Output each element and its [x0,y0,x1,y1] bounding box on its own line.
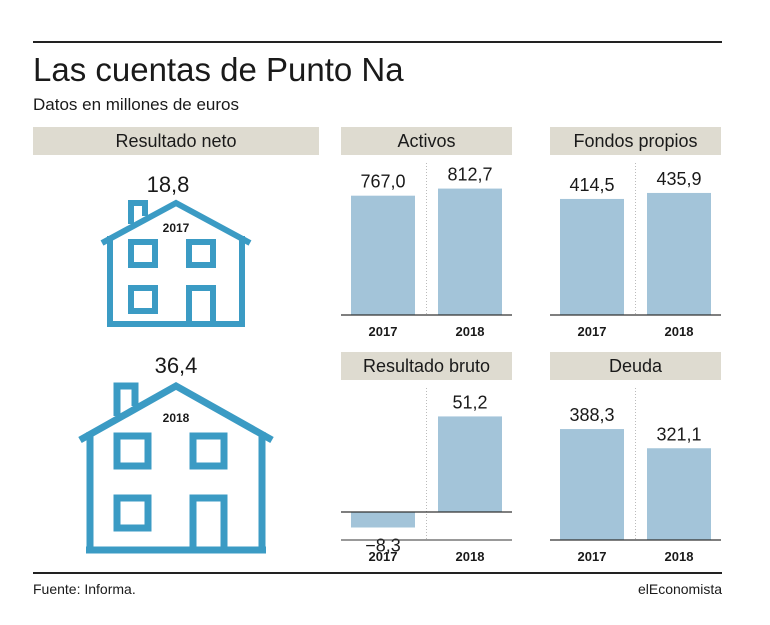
bar-2018 [438,188,502,315]
value-label-2018: 812,7 [447,165,492,185]
value-label-2018: 321,1 [656,424,701,444]
resultado-bruto-header: Resultado bruto [341,352,512,380]
fondos-propios-chart: 414,5 2017 435,9 2018 [550,163,721,339]
bar-2017 [351,512,415,528]
brand-name: elEconomista [637,581,722,597]
bar-2017 [560,429,624,540]
value-label-2017: 414,5 [569,175,614,195]
bar-2017 [560,198,624,315]
tick-label-2017: 2017 [369,324,398,339]
tick-label-2018: 2018 [456,549,485,564]
page-title: Las cuentas de Punto Na [33,51,404,88]
value-label-2017: 388,3 [569,405,614,425]
deuda-header: Deuda [550,352,721,380]
tick-label-2018: 2018 [665,549,694,564]
tick-label-2017: 2017 [578,324,607,339]
tick-label-2018: 2018 [665,324,694,339]
activos-header: Activos [341,127,512,155]
bottom-rule [33,572,722,574]
tick-label-2017: 2017 [578,549,607,564]
bar-2018 [647,192,711,315]
house-2017-year: 2017 [162,221,190,235]
top-rule [33,41,722,43]
deuda-chart: 388,3 2017 321,1 2018 [550,388,721,564]
source-note: Fuente: Informa. [33,581,136,597]
bar-2017 [351,195,415,315]
fondos-propios-header: Fondos propios [550,127,721,155]
house-2018-value: 36,4 [154,353,198,378]
page-subtitle: Datos en millones de euros [33,95,240,114]
house-2017-value: 18,8 [146,172,190,197]
house-2017-icon [100,199,252,327]
bar-2018 [438,416,502,512]
tick-label-2017: 2017 [369,549,398,564]
tick-label-2018: 2018 [456,324,485,339]
value-label-2018: 51,2 [452,392,487,412]
house-2018-icon [78,381,274,554]
house-2018-year: 2018 [162,411,190,425]
value-label-2018: 435,9 [656,169,701,189]
resultado-neto-header: Resultado neto [33,127,319,155]
activos-chart: 767,0 2017 812,7 2018 [341,163,512,339]
bar-2018 [647,448,711,540]
value-label-2017: 767,0 [360,172,405,192]
